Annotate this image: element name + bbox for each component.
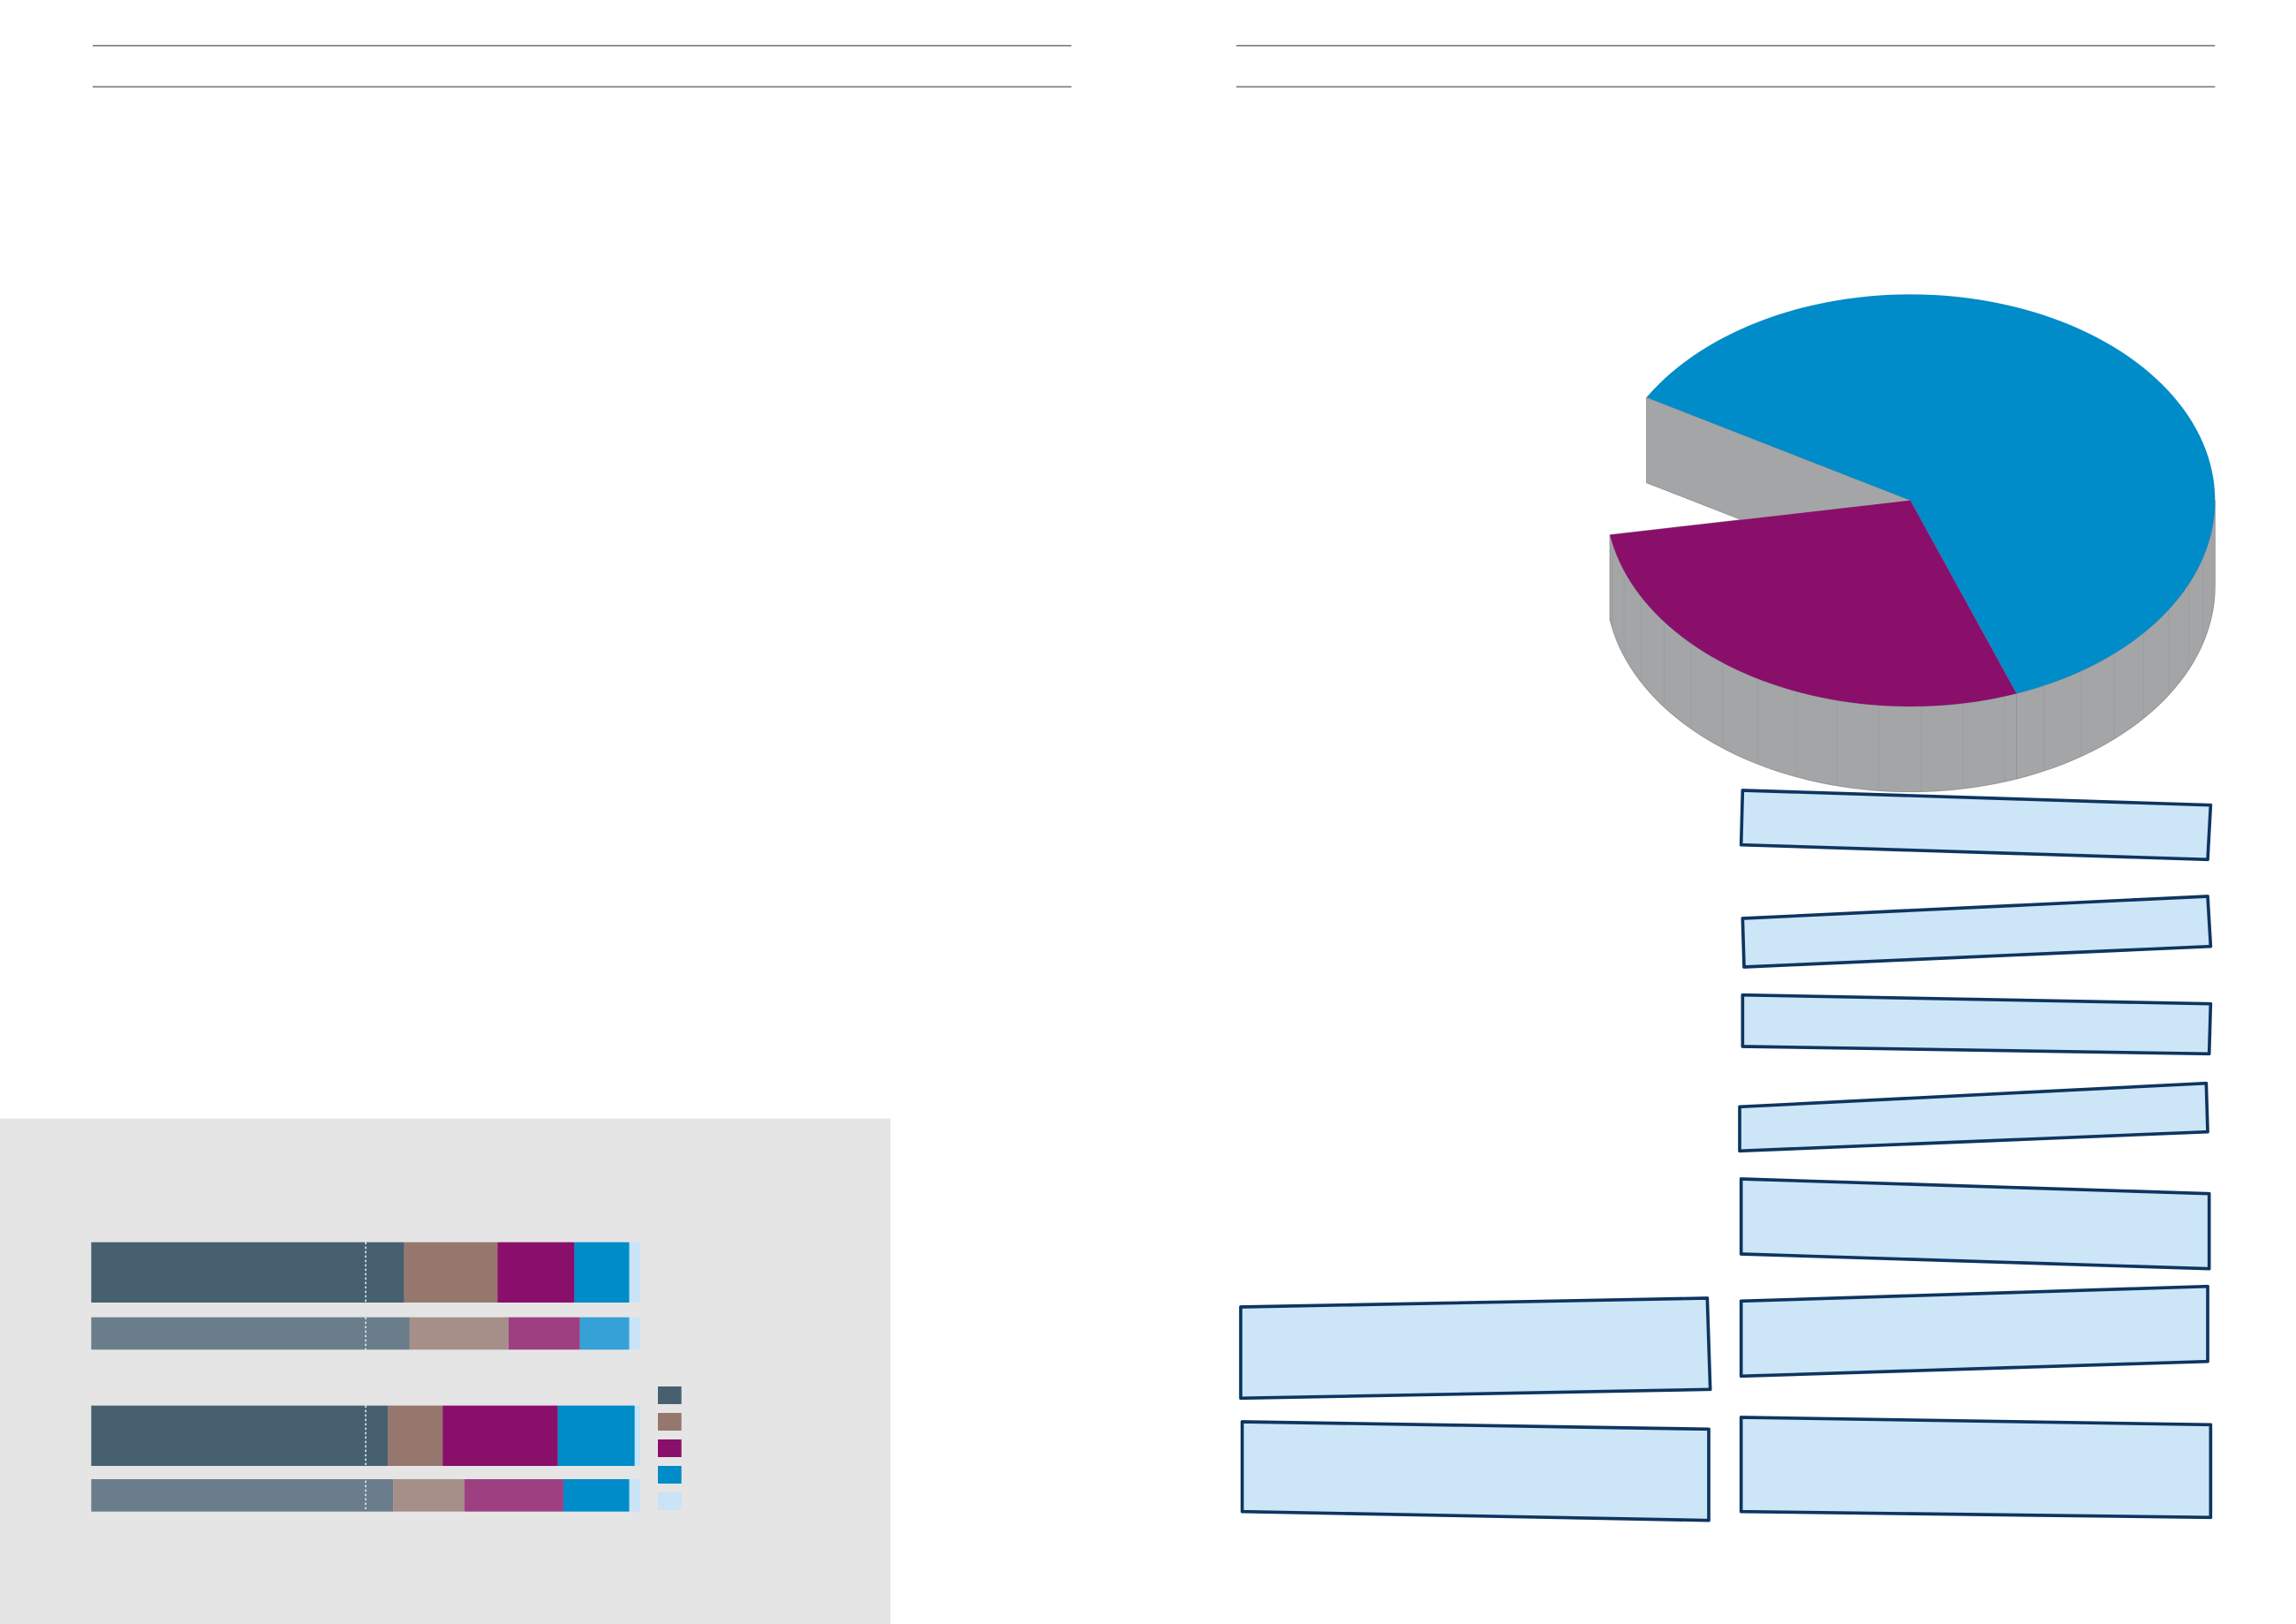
- bar-segment: [388, 1405, 443, 1466]
- callout-box: [1240, 1420, 1711, 1522]
- bar-segment: [574, 1242, 630, 1303]
- callout-box: [1739, 1177, 2211, 1271]
- callout-box: [1739, 789, 2213, 862]
- bar-segment: [629, 1317, 640, 1350]
- legend-swatch: [658, 1492, 682, 1510]
- bar-segment: [91, 1242, 404, 1303]
- pie-slice: [1610, 500, 2017, 706]
- bar-segment: [563, 1479, 630, 1512]
- chart-panel: [0, 1118, 891, 1624]
- callout-box: [1239, 1296, 1712, 1401]
- bar-segment: [634, 1405, 640, 1466]
- legend-swatch: [658, 1439, 682, 1457]
- bar-segment: [393, 1479, 465, 1512]
- legend-swatch: [658, 1413, 682, 1431]
- bar-segment: [629, 1479, 640, 1512]
- callouts: [1239, 789, 2213, 1522]
- bar-chart: [91, 1242, 682, 1512]
- legend-swatch: [658, 1386, 682, 1404]
- callout-box: [1739, 1284, 2209, 1379]
- bar-segment: [464, 1479, 563, 1512]
- bar-segment: [91, 1479, 394, 1512]
- callout-box: [1739, 1416, 2213, 1520]
- callout-box: [1741, 895, 2213, 969]
- bar-segment: [579, 1317, 630, 1350]
- bar-segment: [404, 1242, 498, 1303]
- pie-chart: [1609, 294, 2216, 793]
- bar-segment: [442, 1405, 558, 1466]
- legend-swatch: [658, 1466, 682, 1484]
- pie-slice: [1646, 294, 2216, 694]
- bar-segment: [91, 1317, 410, 1350]
- bar-segment: [409, 1317, 509, 1350]
- bar-segment: [557, 1405, 635, 1466]
- bar-segment: [508, 1317, 580, 1350]
- bar-segment: [91, 1405, 389, 1466]
- callout-box: [1738, 1081, 2209, 1153]
- bar-segment: [497, 1242, 575, 1303]
- callout-box: [1741, 993, 2213, 1056]
- bar-segment: [629, 1242, 640, 1303]
